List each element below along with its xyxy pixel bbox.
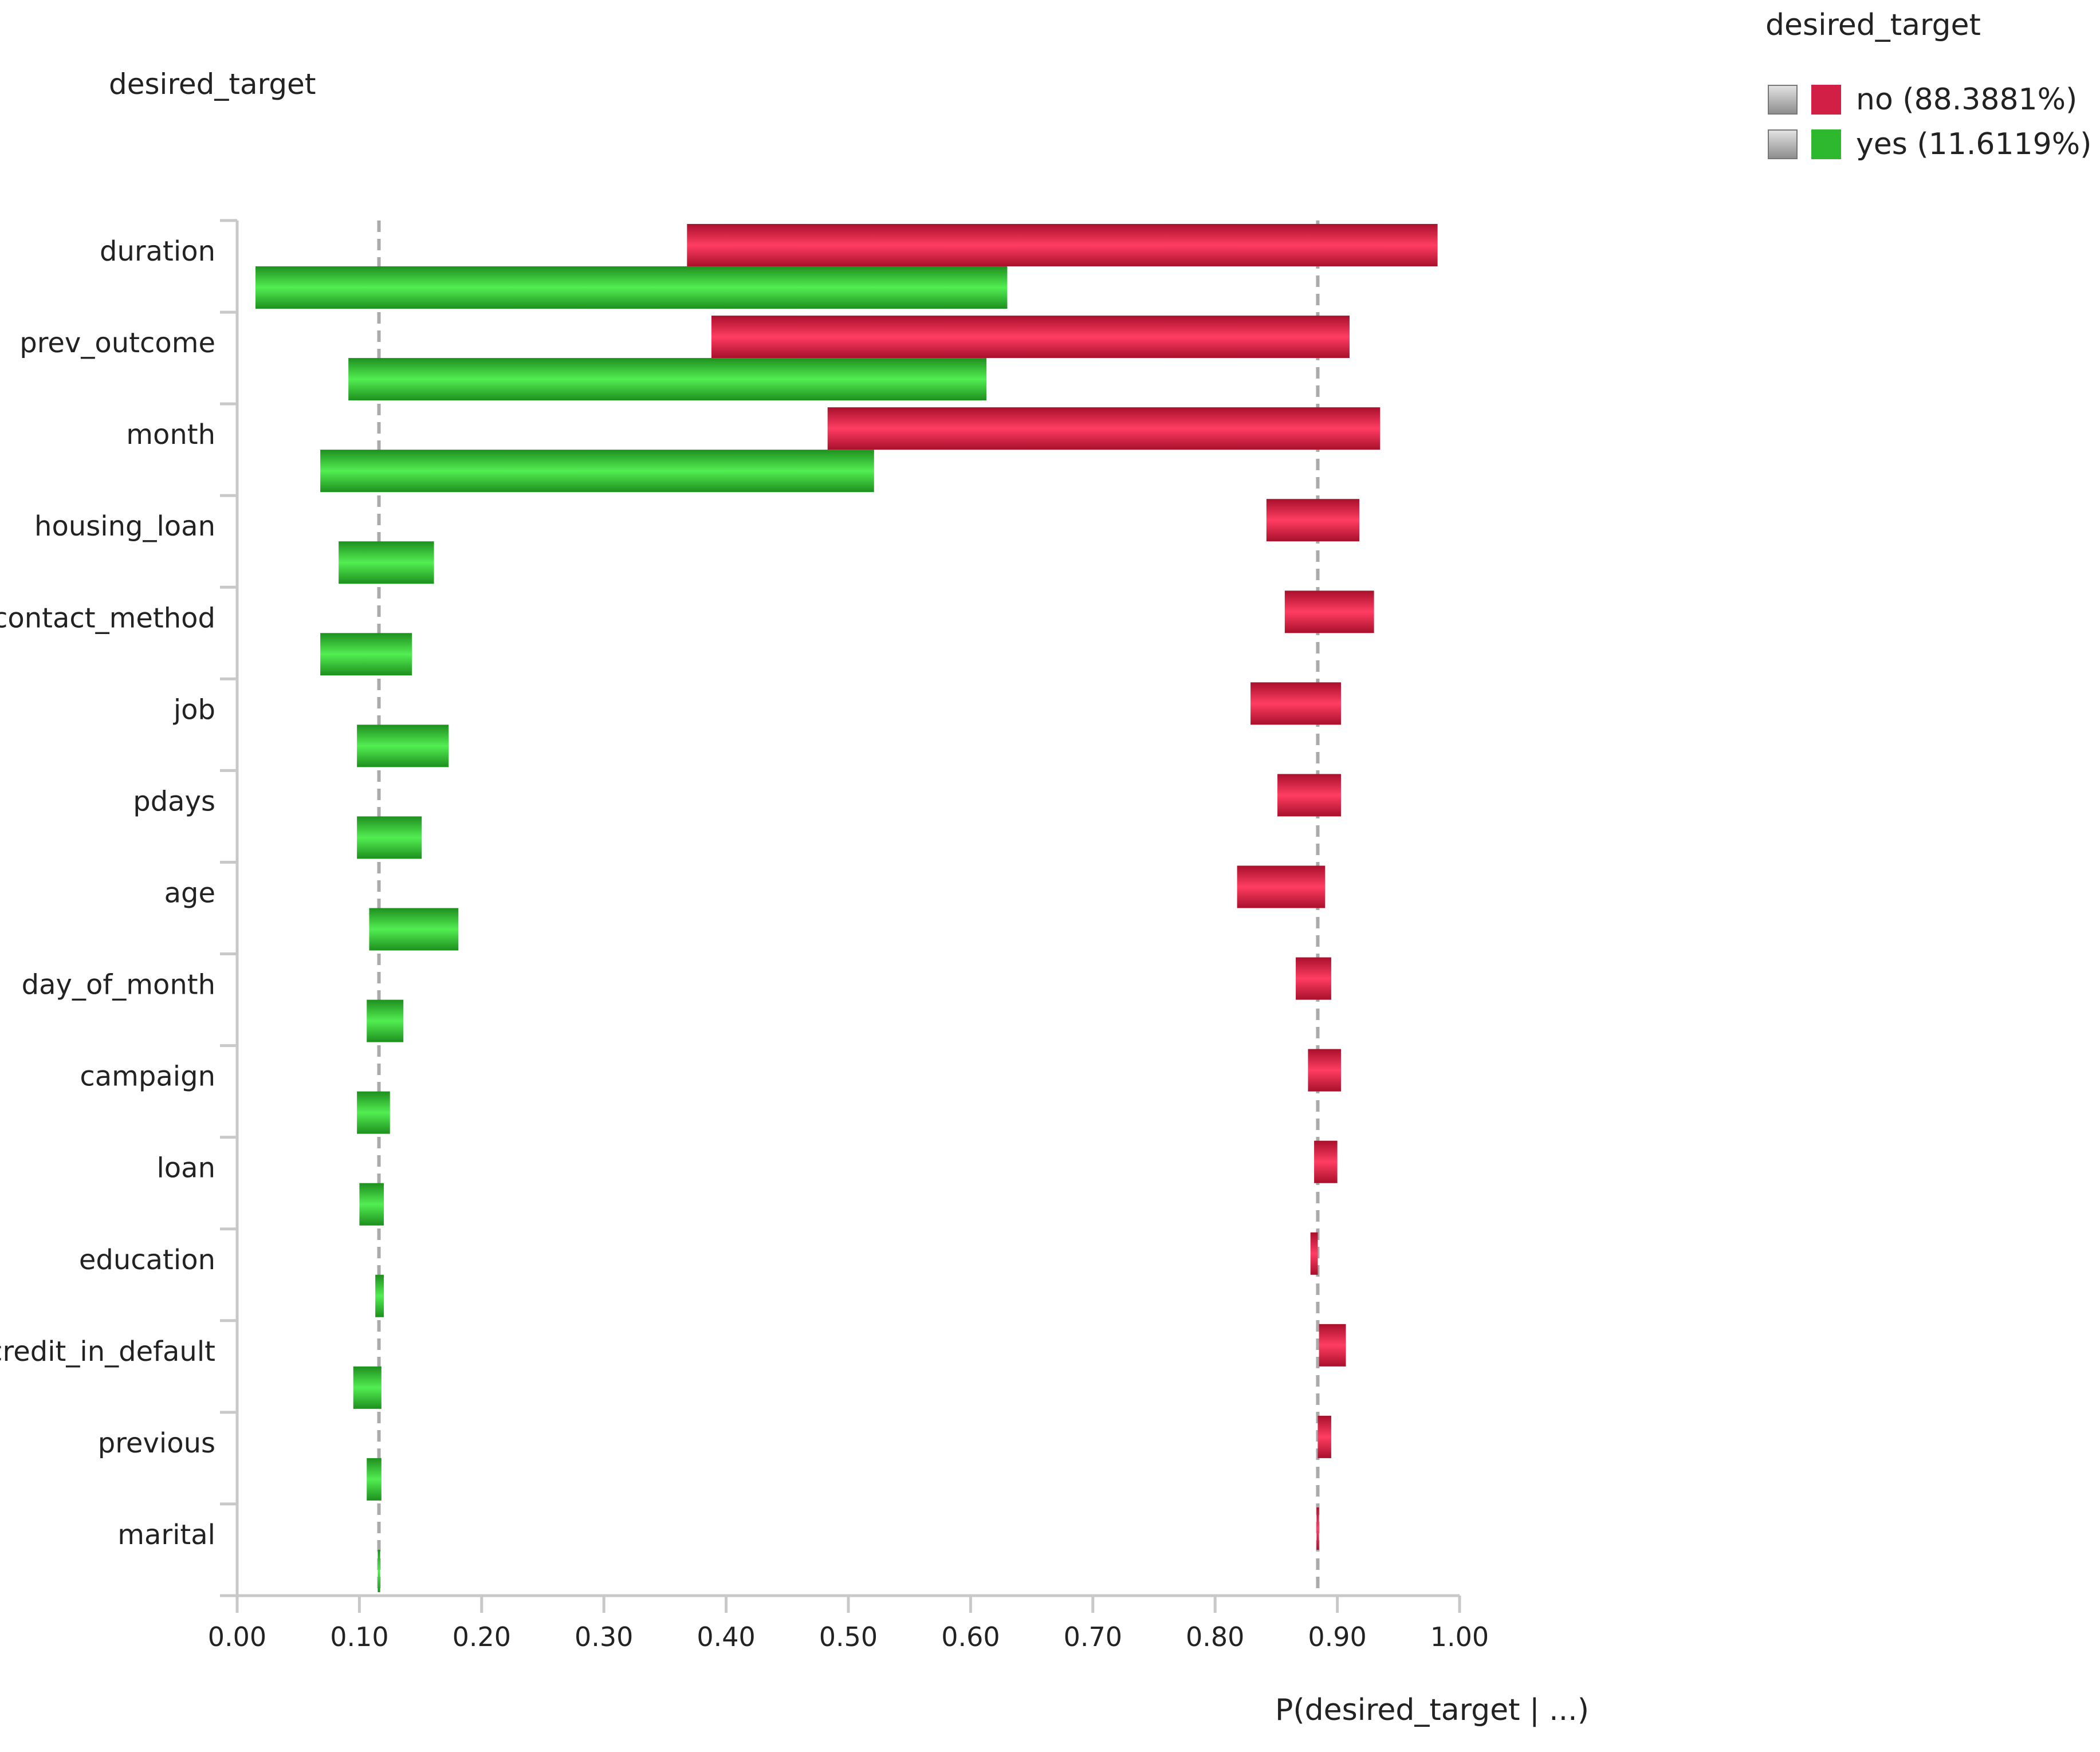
legend-item-yes[interactable]: yes (11.6119%) [1768,127,2091,162]
y-tick-label-housing_loan: housing_loan [34,510,215,542]
bar-yes-loan [359,1183,384,1226]
y-tick-label-age: age [164,877,215,910]
legend-swatch-yes [1811,129,1841,159]
bar-yes-contact_method [320,633,412,676]
bar-yes-campaign [357,1091,390,1134]
bar-yes-marital [377,1549,380,1592]
y-tick-label-previous: previous [98,1427,215,1459]
bar-no-previous [1318,1415,1331,1458]
bar-no-job [1250,682,1342,725]
y-tick-label-pdays: pdays [133,785,215,817]
x-tick-label: 0.90 [1308,1621,1366,1652]
legend-title: desired_target [1765,8,1981,42]
bar-yes-age [369,908,459,951]
bar-yes-duration [255,266,1008,309]
bar-yes-job [357,725,449,767]
legend-label-yes: yes (11.6119%) [1856,127,2092,162]
bar-yes-housing_loan [339,541,434,584]
x-tick-label: 1.00 [1430,1621,1489,1652]
x-tick-label: 0.30 [575,1621,633,1652]
x-tick-label: 0.00 [208,1621,266,1652]
y-tick-label-contact_method: contact_method [0,602,215,634]
bar-yes-credit_in_default [353,1366,382,1409]
y-tick-label-education: education [79,1244,215,1276]
y-tick-label-marital: marital [117,1519,215,1551]
y-tick-label-loan: loan [156,1152,215,1184]
legend-label-no: no (88.3881%) [1856,82,2078,117]
bar-no-day_of_month [1296,957,1331,1000]
legend-toggle-no[interactable] [1768,85,1798,115]
x-tick-label: 0.10 [330,1621,388,1652]
legend-toggle-yes[interactable] [1768,129,1798,159]
bar-no-housing_loan [1266,499,1360,542]
bar-yes-education [375,1274,384,1317]
bar-no-education [1310,1232,1318,1275]
y-tick-label-job: job [173,694,215,726]
bar-no-contact_method [1284,590,1374,633]
x-tick-label: 0.20 [453,1621,511,1652]
x-tick-label: 0.60 [941,1621,1000,1652]
bar-no-loan [1314,1140,1338,1183]
y-tick-label-duration: duration [100,235,215,267]
y-tick-label-month: month [126,419,215,451]
bar-no-duration [687,224,1438,267]
x-tick-label: 0.50 [819,1621,878,1652]
bar-yes-pdays [357,816,422,859]
x-tick-label: 0.40 [697,1621,755,1652]
bar-no-prev_outcome [711,316,1350,359]
legend-swatch-no [1811,85,1841,115]
bar-no-marital [1316,1507,1319,1550]
bar-yes-previous [367,1458,382,1501]
bar-no-month [827,407,1381,450]
bar-no-credit_in_default [1319,1324,1346,1367]
x-tick-label: 0.80 [1186,1621,1244,1652]
bar-yes-month [320,450,874,493]
bar-no-age [1237,865,1326,908]
chart-title: desired_target [109,68,316,101]
legend-item-no[interactable]: no (88.3881%) [1768,82,2077,117]
y-tick-label-credit_in_default: credit_in_default [0,1336,215,1368]
y-tick-label-prev_outcome: prev_outcome [19,327,215,359]
bar-no-campaign [1308,1049,1342,1092]
x-axis-label: P(desired_target | ...) [1275,1693,1589,1727]
x-tick-label: 0.70 [1064,1621,1122,1652]
bar-yes-day_of_month [367,999,404,1042]
y-tick-label-day_of_month: day_of_month [22,969,215,1001]
bar-no-pdays [1277,774,1342,817]
y-tick-label-campaign: campaign [80,1061,215,1093]
bar-yes-prev_outcome [348,358,987,401]
